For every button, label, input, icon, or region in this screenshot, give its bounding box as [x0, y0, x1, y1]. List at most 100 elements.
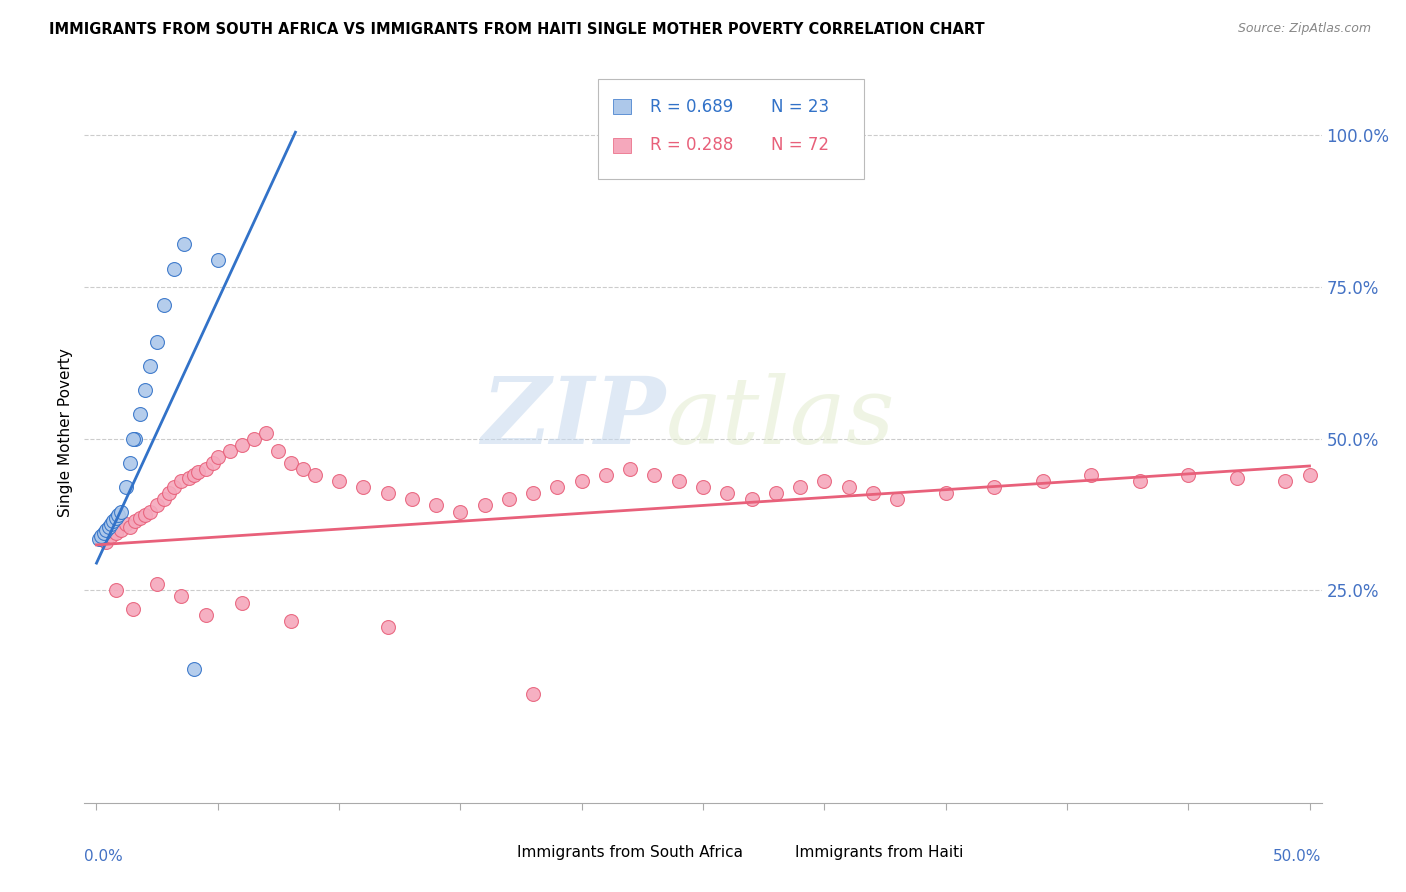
Text: 0.0%: 0.0% [84, 848, 124, 863]
Point [862, 486, 884, 500]
Point [352, 480, 374, 494]
Point [103, 514, 125, 528]
Text: R = 0.689: R = 0.689 [650, 98, 733, 116]
FancyBboxPatch shape [478, 844, 498, 861]
Point [886, 492, 908, 507]
Point [187, 465, 209, 479]
FancyBboxPatch shape [613, 99, 631, 114]
Point [183, 468, 205, 483]
Point [114, 480, 136, 494]
Point [267, 443, 290, 458]
Y-axis label: Single Mother Poverty: Single Mother Poverty [58, 348, 73, 517]
Point [110, 504, 132, 518]
FancyBboxPatch shape [755, 844, 775, 861]
Point [163, 261, 186, 276]
Point [1032, 474, 1054, 488]
Point [219, 443, 242, 458]
Text: 50.0%: 50.0% [1274, 848, 1322, 863]
Point [498, 492, 520, 507]
Text: atlas: atlas [666, 373, 896, 463]
Point [983, 480, 1005, 494]
Point [129, 408, 152, 422]
Point [96, 523, 118, 537]
Text: Source: ZipAtlas.com: Source: ZipAtlas.com [1237, 22, 1371, 36]
Text: N = 72: N = 72 [770, 136, 830, 154]
Point [90, 532, 112, 546]
Point [201, 456, 224, 470]
Point [170, 474, 193, 488]
Point [104, 525, 127, 540]
Point [546, 480, 568, 494]
Point [243, 432, 266, 446]
Point [254, 425, 277, 440]
Point [280, 614, 302, 628]
Point [183, 662, 205, 676]
Point [1080, 468, 1102, 483]
Point [153, 298, 176, 312]
Point [163, 480, 186, 494]
Point [571, 474, 593, 488]
Point [643, 468, 665, 483]
Point [522, 687, 544, 701]
Point [104, 510, 127, 524]
Point [104, 583, 127, 598]
Point [100, 529, 122, 543]
Text: N = 23: N = 23 [770, 98, 830, 116]
Point [122, 601, 145, 615]
Point [425, 499, 447, 513]
Point [114, 516, 136, 531]
Point [377, 620, 399, 634]
Point [124, 514, 146, 528]
Text: Immigrants from South Africa: Immigrants from South Africa [517, 845, 744, 860]
Point [595, 468, 617, 483]
Point [1274, 474, 1296, 488]
Point [449, 504, 471, 518]
Point [838, 480, 860, 494]
Point [124, 432, 146, 446]
Point [90, 529, 112, 543]
Point [207, 252, 229, 267]
Point [668, 474, 690, 488]
Point [377, 486, 399, 500]
Point [107, 508, 129, 522]
Point [146, 499, 169, 513]
Point [280, 456, 302, 470]
Point [231, 438, 253, 452]
Point [139, 504, 162, 518]
Point [1298, 468, 1320, 483]
Point [619, 462, 641, 476]
Point [134, 508, 156, 522]
Point [291, 462, 314, 476]
Point [692, 480, 714, 494]
Point [122, 432, 145, 446]
Point [120, 519, 142, 533]
Point [935, 486, 957, 500]
Text: IMMIGRANTS FROM SOUTH AFRICA VS IMMIGRANTS FROM HAITI SINGLE MOTHER POVERTY CORR: IMMIGRANTS FROM SOUTH AFRICA VS IMMIGRAN… [49, 22, 984, 37]
Point [146, 577, 169, 591]
Point [146, 334, 169, 349]
Point [153, 492, 176, 507]
Point [1177, 468, 1199, 483]
Text: ZIP: ZIP [482, 373, 666, 463]
Text: R = 0.288: R = 0.288 [650, 136, 733, 154]
Point [401, 492, 423, 507]
Point [194, 462, 217, 476]
Point [100, 516, 122, 531]
Point [97, 519, 120, 533]
Point [120, 456, 142, 470]
Point [522, 486, 544, 500]
Point [741, 492, 763, 507]
Point [134, 383, 156, 397]
FancyBboxPatch shape [598, 78, 863, 178]
Point [93, 525, 115, 540]
Point [96, 534, 118, 549]
Point [207, 450, 229, 464]
Point [139, 359, 162, 373]
FancyBboxPatch shape [613, 138, 631, 153]
Point [765, 486, 787, 500]
Point [194, 607, 217, 622]
Point [177, 471, 200, 485]
Point [1129, 474, 1152, 488]
Point [110, 523, 132, 537]
Point [173, 237, 195, 252]
